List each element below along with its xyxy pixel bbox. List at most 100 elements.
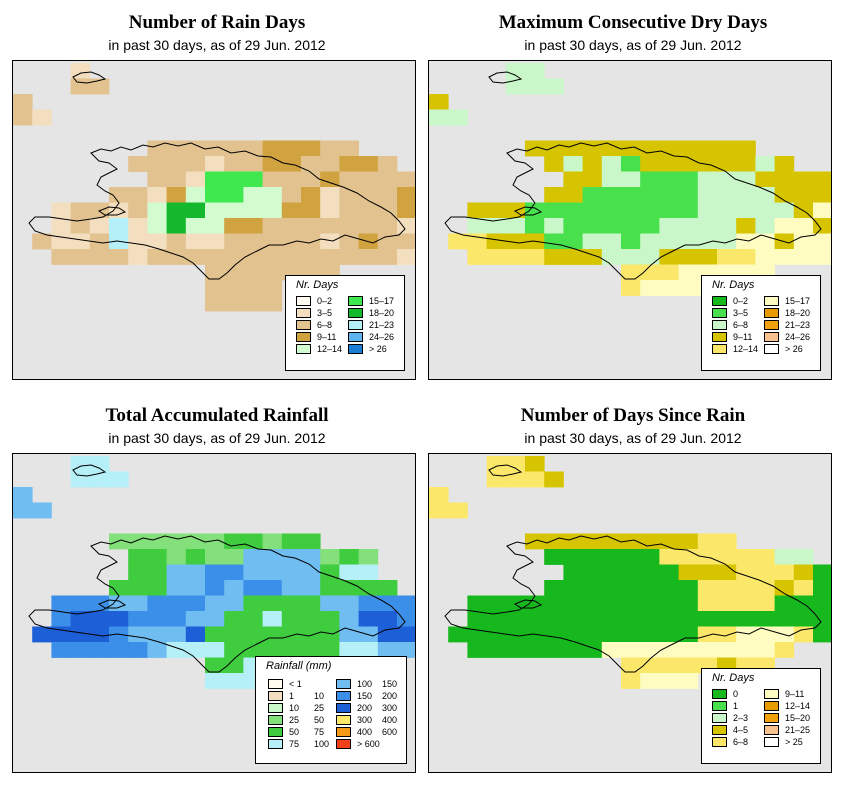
grid-cell <box>563 233 583 250</box>
grid-cell <box>621 187 641 203</box>
grid-cell <box>505 218 526 234</box>
grid-cell <box>813 233 831 250</box>
grid-cell <box>51 595 71 612</box>
grid-cell <box>109 249 129 265</box>
grid-cell <box>505 233 526 250</box>
grid-cell <box>109 218 129 234</box>
grid-cell <box>205 642 225 658</box>
grid-cell <box>736 580 756 596</box>
grid-cell <box>358 187 379 203</box>
grid-cell <box>109 187 129 203</box>
legend-swatch <box>764 713 779 723</box>
grid-cell <box>774 595 795 612</box>
grid-cell <box>301 642 321 658</box>
grid-cell <box>339 642 359 658</box>
grid-cell <box>185 218 206 234</box>
grid-cell <box>281 233 302 250</box>
island-outline <box>444 142 822 280</box>
legend-label: 150 <box>357 691 373 701</box>
grid-cell <box>147 233 167 250</box>
map-frame: Nr. Days 0–2 3–5 6–8 9–11 12–14 15–17 18… <box>428 60 832 380</box>
grid-cell <box>89 642 110 658</box>
grid-cell <box>582 626 603 643</box>
grid-cell <box>320 171 340 188</box>
grid-cell <box>813 595 831 612</box>
grid-cell <box>525 533 545 550</box>
grid-cell <box>736 611 756 627</box>
grid-cell <box>717 611 737 627</box>
grid-cell <box>243 280 263 296</box>
legend-label: > 26 <box>369 344 387 354</box>
grid-cell <box>621 264 641 281</box>
grid-cell <box>793 626 814 643</box>
legend-swatch <box>712 701 727 711</box>
grid-cell <box>621 171 641 188</box>
grid-cell <box>467 611 487 627</box>
grid-cell <box>697 533 718 550</box>
legend-label: 0–2 <box>317 296 333 306</box>
grid-cell <box>166 233 187 250</box>
grid-cell <box>358 595 379 612</box>
legend-swatch <box>268 703 283 713</box>
grid-cell <box>601 642 622 658</box>
grid-cell <box>320 642 340 658</box>
grid-cell <box>147 595 167 612</box>
grid-cell <box>205 626 225 643</box>
legend-label: 9–11 <box>317 332 337 342</box>
grid-cell <box>755 642 775 658</box>
grid-cell <box>301 218 321 234</box>
grid-cell <box>640 580 660 596</box>
legend-label-upper: 300 <box>382 703 398 713</box>
grid-cell <box>281 564 302 581</box>
grid-cell <box>205 187 225 203</box>
grid-cell <box>70 78 91 95</box>
legend-label: 200 <box>357 703 373 713</box>
grid-cell <box>281 580 302 596</box>
map-grid-cells <box>13 456 415 689</box>
grid-cell <box>262 264 283 281</box>
grid-cell <box>486 595 507 612</box>
legend-label: 1 <box>733 701 739 711</box>
grid-cell <box>717 564 737 581</box>
grid-cell <box>621 673 641 689</box>
grid-cell <box>51 249 71 265</box>
grid-cell <box>582 140 603 157</box>
legend-swatch <box>712 296 727 306</box>
grid-cell <box>224 295 244 312</box>
grid-cell <box>377 187 398 203</box>
grid-cell <box>448 502 468 519</box>
grid-cell <box>544 249 564 265</box>
grid-cell <box>601 202 622 219</box>
grid-cell <box>147 202 167 219</box>
legend-swatch <box>268 739 283 749</box>
legend-swatch <box>348 344 363 354</box>
grid-cell <box>755 595 775 612</box>
grid-cell <box>358 202 379 219</box>
gonave-outline <box>97 599 127 609</box>
grid-cell <box>166 533 187 550</box>
grid-cell <box>793 564 814 581</box>
grid-cell <box>70 611 91 627</box>
grid-cell <box>128 218 148 234</box>
legend-title: Nr. Days <box>712 279 755 291</box>
grid-cell <box>281 218 302 234</box>
legend-label: 9–11 <box>785 689 805 699</box>
grid-cell <box>582 564 603 581</box>
grid-cell <box>339 140 359 157</box>
grid-cell <box>243 249 263 265</box>
grid-cell <box>563 249 583 265</box>
grid-cell <box>128 233 148 250</box>
grid-cell <box>678 533 699 550</box>
grid-cell <box>697 140 718 157</box>
grid-cell <box>128 549 148 565</box>
grid-cell <box>544 233 564 250</box>
grid-cell <box>166 187 187 203</box>
grid-cell <box>544 78 564 95</box>
legend-swatch <box>336 691 351 701</box>
grid-cell <box>397 233 415 250</box>
grid-cell <box>224 595 244 612</box>
grid-cell <box>224 171 244 188</box>
grid-cell <box>621 280 641 296</box>
grid-cell <box>640 280 660 296</box>
map-dry-days <box>429 63 831 296</box>
